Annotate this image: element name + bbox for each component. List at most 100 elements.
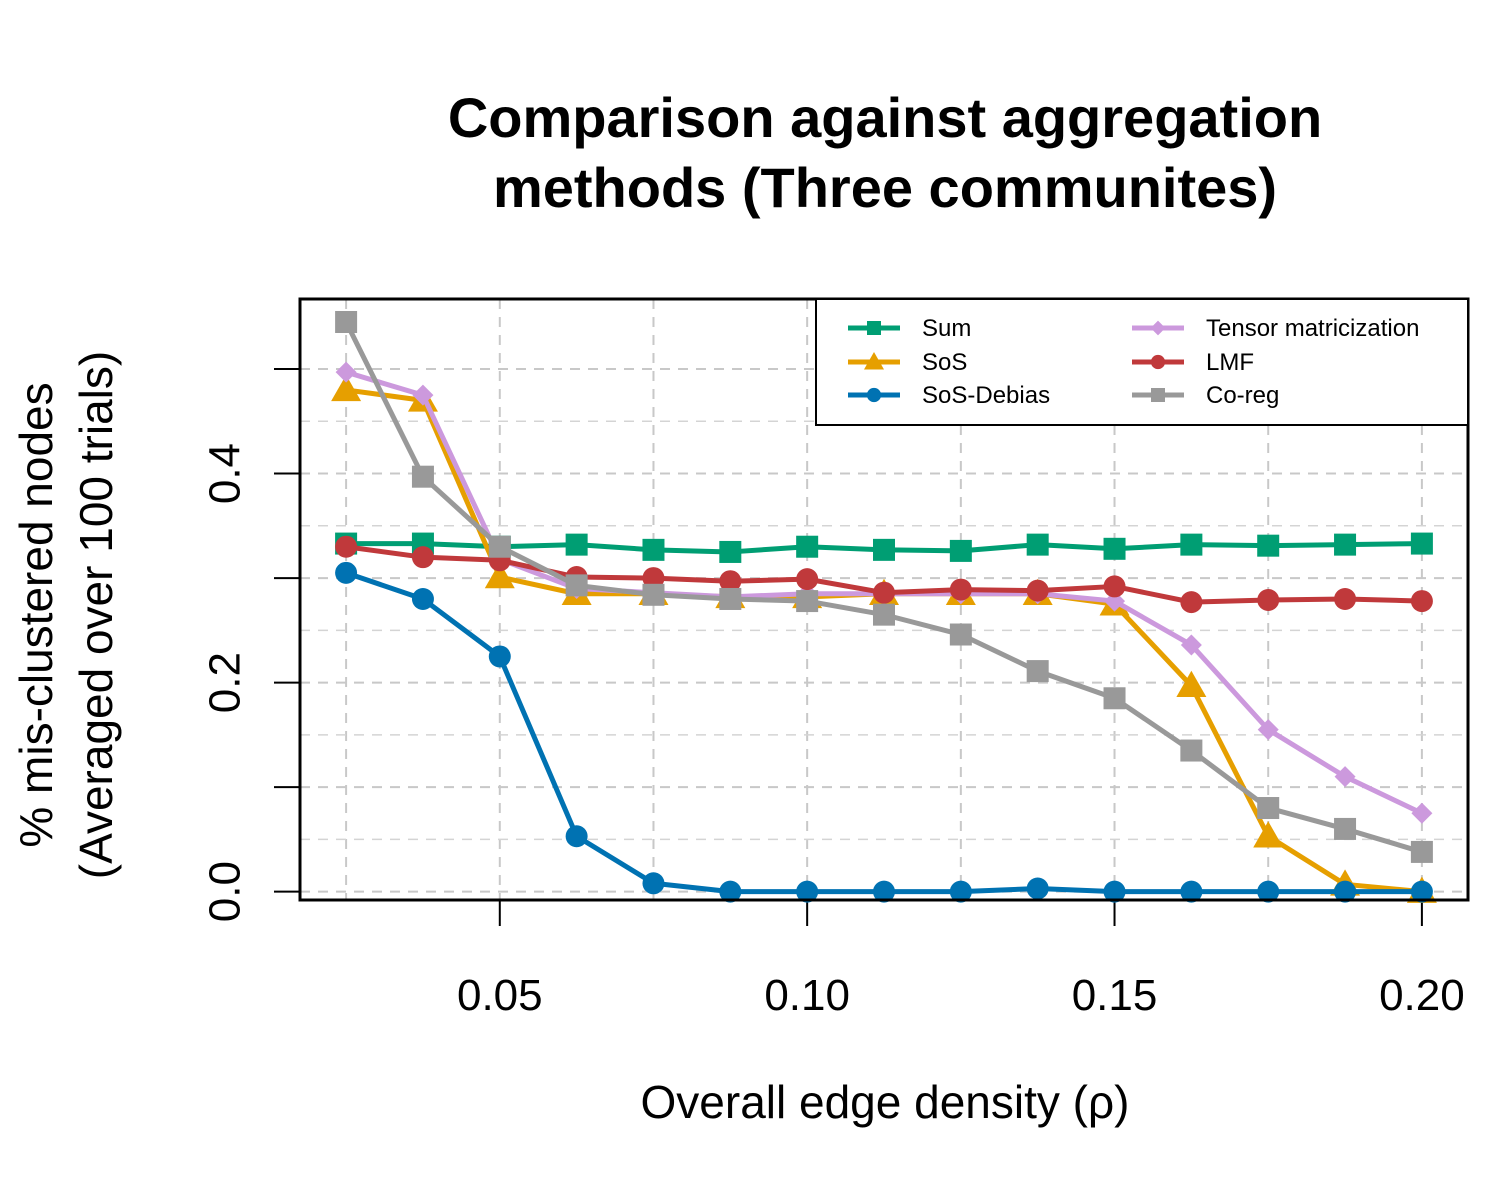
legend-item-co-reg: Co-reg	[1132, 382, 1279, 409]
legend: Sum SoS SoS-Debias Tensor matricization LMF C…	[815, 298, 1469, 426]
legend-marker-sum	[867, 321, 881, 335]
data-point-lmf-8	[949, 578, 972, 601]
data-point-sum-5	[719, 540, 742, 563]
data-point-sum-14	[1410, 532, 1433, 555]
legend-label-lmf: LMF	[1206, 349, 1254, 376]
data-point-co-reg-9	[1026, 660, 1049, 683]
data-point-co-reg-11	[1180, 739, 1203, 762]
data-point-co-reg-8	[949, 623, 972, 646]
data-point-co-reg-3	[565, 574, 588, 597]
data-point-lmf-10	[1103, 575, 1126, 598]
data-point-sum-10	[1103, 537, 1126, 560]
data-point-co-reg-6	[796, 590, 819, 613]
series-sos-debias	[335, 561, 1433, 903]
y-axis-label-line-1: % mis-clustered nodes	[10, 382, 62, 847]
legend-item-sos: SoS	[848, 349, 967, 376]
series-sos	[331, 374, 1437, 903]
data-point-co-reg-4	[642, 583, 665, 606]
data-point-sos-debias-12	[1257, 880, 1280, 903]
data-point-lmf-6	[796, 568, 819, 591]
data-point-sum-7	[873, 538, 895, 561]
data-point-sos-debias-6	[796, 880, 819, 903]
data-point-sos-debias-1	[411, 587, 434, 610]
data-point-co-reg-0	[335, 310, 358, 333]
data-point-sos-debias-10	[1103, 880, 1126, 903]
data-point-sos-debias-14	[1410, 880, 1433, 903]
legend-marker-co-reg	[1151, 388, 1165, 402]
data-point-lmf-0	[335, 535, 358, 558]
data-point-sos-debias-4	[642, 872, 665, 895]
data-point-tensor-matricization-12	[1257, 719, 1279, 741]
data-point-lmf-9	[1026, 579, 1049, 602]
data-point-lmf-7	[873, 581, 895, 604]
y-tick-label-1: 0.2	[201, 652, 250, 713]
y-tick-label-0: 0.0	[201, 861, 250, 922]
data-point-co-reg-2	[488, 535, 511, 558]
legend-item-sos-debias: SoS-Debias	[848, 382, 1050, 409]
data-point-sos-debias-8	[949, 880, 972, 903]
data-point-sos-debias-9	[1026, 877, 1049, 900]
series-co-reg	[335, 310, 1433, 863]
data-point-tensor-matricization-14	[1411, 802, 1433, 824]
legend-item-lmf: LMF	[1132, 349, 1254, 376]
axes: 0.05 0.10 0.15 0.20 0.0 0.2 0.4	[201, 368, 1465, 1020]
data-point-sos-0	[331, 374, 362, 402]
legend-marker-sos-debias	[866, 387, 882, 403]
data-point-tensor-matricization-1	[412, 384, 434, 406]
data-point-sum-9	[1026, 533, 1049, 556]
data-point-sos-debias-13	[1334, 880, 1357, 903]
data-point-sum-12	[1257, 534, 1280, 557]
data-point-sum-6	[796, 535, 819, 558]
data-point-sos-2	[484, 562, 515, 589]
data-point-co-reg-7	[873, 603, 895, 626]
legend-marker-lmf	[1150, 354, 1166, 370]
chart-title-line-2: methods (Three communites)	[493, 156, 1277, 219]
data-point-lmf-1	[411, 546, 434, 569]
legend-marker-sos	[864, 352, 884, 370]
legend-item-tensor-matricization: Tensor matricization	[1132, 315, 1419, 342]
data-point-sum-8	[949, 539, 972, 562]
data-point-co-reg-1	[411, 465, 434, 488]
x-tick-label-1: 0.10	[764, 971, 850, 1020]
y-tick-label-2: 0.4	[201, 443, 250, 504]
data-point-sos-12	[1253, 821, 1284, 848]
series-layer	[331, 310, 1437, 903]
data-point-lmf-11	[1180, 591, 1203, 614]
data-point-lmf-13	[1334, 587, 1357, 610]
data-point-co-reg-12	[1257, 797, 1280, 820]
data-point-sum-11	[1180, 533, 1203, 556]
legend-label-co-reg: Co-reg	[1206, 382, 1279, 409]
y-axis-label-line-2: (Averaged over 100 trials)	[70, 351, 122, 879]
data-point-co-reg-5	[719, 587, 742, 610]
data-point-lmf-12	[1257, 589, 1280, 612]
data-point-sos-11	[1176, 670, 1207, 697]
data-point-lmf-5	[719, 570, 742, 593]
data-point-sos-debias-11	[1180, 880, 1203, 903]
legend-marker-tensor-matricization	[1150, 320, 1166, 336]
data-point-tensor-matricization-0	[335, 361, 357, 383]
data-point-sum-13	[1334, 533, 1357, 556]
legend-item-sum: Sum	[848, 315, 971, 342]
data-point-sos-debias-2	[488, 645, 511, 668]
x-tick-label-0: 0.05	[457, 971, 543, 1020]
data-point-lmf-4	[642, 567, 665, 590]
data-point-tensor-matricization-11	[1180, 634, 1202, 656]
data-point-lmf-14	[1410, 590, 1433, 613]
legend-label-sos-debias: SoS-Debias	[922, 382, 1050, 409]
data-point-sos-debias-3	[565, 825, 588, 848]
data-point-tensor-matricization-13	[1334, 766, 1356, 788]
data-point-sos-debias-7	[873, 880, 895, 903]
data-point-sum-3	[565, 533, 588, 556]
data-point-sos-debias-5	[719, 880, 742, 903]
data-point-sos-debias-0	[335, 561, 358, 584]
legend-label-sum: Sum	[922, 315, 971, 342]
legend-label-sos: SoS	[922, 349, 967, 376]
legend-label-tensor-matricization: Tensor matricization	[1206, 315, 1419, 342]
chart-title: Comparison against aggregation methods (…	[448, 86, 1322, 219]
x-tick-label-3: 0.20	[1379, 971, 1465, 1020]
x-tick-label-2: 0.15	[1072, 971, 1158, 1020]
data-point-sum-4	[642, 538, 665, 561]
data-point-co-reg-13	[1334, 817, 1357, 840]
data-point-co-reg-10	[1103, 687, 1126, 710]
x-axis-label: Overall edge density (ρ)	[641, 1076, 1130, 1128]
